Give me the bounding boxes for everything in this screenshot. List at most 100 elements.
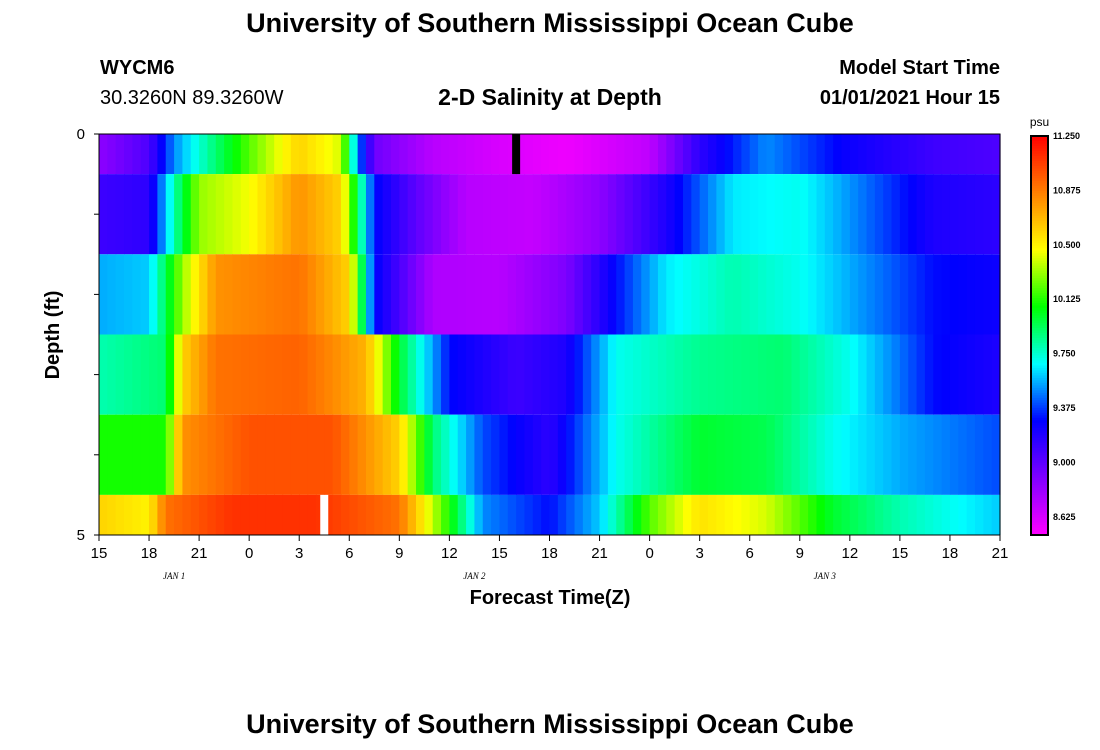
heatmap-cell [991, 494, 1001, 535]
heatmap-cell [924, 134, 934, 175]
x-tick-label: 15 [892, 545, 909, 562]
heatmap-cell [374, 494, 384, 535]
colorbar-swatch [1031, 175, 1048, 179]
colorbar-swatch [1031, 285, 1048, 289]
colorbar-swatch [1031, 337, 1048, 342]
heatmap-cell [933, 174, 943, 255]
colorbar-swatch [1031, 362, 1048, 367]
heatmap-cell [833, 174, 843, 255]
heatmap-cell [941, 254, 951, 335]
heatmap-cell [290, 334, 300, 415]
colorbar-swatch [1031, 203, 1048, 207]
heatmap-cell [733, 134, 742, 175]
x-tick-label: 15 [491, 545, 508, 562]
heatmap-cell [641, 254, 651, 335]
heatmap-cell [441, 254, 450, 335]
heatmap-cell [649, 414, 659, 495]
heatmap-cell [149, 174, 158, 255]
x-tick-label: 3 [295, 545, 303, 562]
heatmap-cell [724, 134, 734, 175]
colorbar-swatch [1031, 405, 1048, 409]
heatmap-cell [107, 254, 117, 335]
heatmap-cell [240, 254, 250, 335]
colorbar-swatch [1031, 145, 1048, 150]
colorbar-swatch [1031, 323, 1048, 327]
colorbar-tick-label: 9.750 [1053, 349, 1076, 359]
heatmap-cell [783, 254, 793, 335]
heatmap-cell [833, 334, 843, 415]
heatmap-cell [249, 334, 259, 415]
heatmap-cell [524, 334, 534, 415]
heatmap-cell [507, 334, 517, 415]
heatmap-cell [791, 414, 801, 495]
colorbar-swatch [1031, 258, 1048, 262]
heatmap-cell [157, 254, 167, 335]
heatmap-cell [457, 334, 467, 415]
heatmap-cell [390, 134, 400, 175]
colorbar-swatch [1031, 357, 1048, 362]
heatmap-cell [115, 414, 125, 495]
heatmap-cell [699, 414, 709, 495]
heatmap-cell [457, 494, 467, 535]
heatmap-cell [766, 494, 776, 535]
heatmap-cell [457, 254, 467, 335]
heatmap-cell [766, 414, 776, 495]
x-tick-label: 3 [695, 545, 703, 562]
colorbar-swatch [1031, 205, 1048, 209]
colorbar-swatch [1031, 140, 1048, 145]
heatmap-cell [165, 494, 175, 535]
heatmap-cell [449, 334, 459, 415]
heatmap-cell [766, 334, 776, 415]
colorbar-swatch [1031, 168, 1048, 172]
heatmap-cell [199, 134, 209, 175]
heatmap-cell [774, 254, 784, 335]
heatmap-cell [424, 414, 434, 495]
colorbar-tick-label: 11.250 [1053, 131, 1080, 141]
colorbar-swatch [1031, 345, 1048, 349]
heatmap-cell [274, 334, 284, 415]
colorbar-swatch [1031, 190, 1048, 194]
heatmap-cell [491, 494, 501, 535]
heatmap-cell [557, 174, 567, 255]
heatmap-cell [866, 174, 876, 255]
heatmap-cell [783, 414, 793, 495]
heatmap-cell [399, 414, 409, 495]
heatmap-cell [774, 174, 784, 255]
heatmap-cell [507, 414, 517, 495]
colorbar-swatch [1031, 160, 1048, 165]
heatmap-cell [491, 134, 501, 175]
colorbar-swatch [1031, 275, 1048, 279]
heatmap-cell [891, 494, 901, 535]
heatmap-cell [599, 254, 609, 335]
heatmap-cell [808, 254, 818, 335]
heatmap-cell [374, 134, 384, 175]
heatmap-cell [107, 494, 117, 535]
x-tick-label: 15 [91, 545, 108, 562]
heatmap-cell [307, 174, 317, 255]
heatmap-cell [349, 254, 359, 335]
heatmap-cell [140, 174, 150, 255]
x-tick-label: 18 [942, 545, 959, 562]
colorbar-swatch [1031, 377, 1048, 381]
heatmap-cell [482, 334, 492, 415]
heatmap-cell [758, 494, 768, 535]
heatmap-cell [691, 134, 701, 175]
y-axis-label: Depth (ft) [42, 291, 64, 380]
heatmap-cell [324, 414, 334, 495]
colorbar-swatch [1031, 527, 1048, 531]
heatmap-cell [966, 134, 976, 175]
heatmap-cell [249, 494, 259, 535]
heatmap-cell [307, 414, 317, 495]
heatmap-cell [524, 494, 534, 535]
heatmap-cell [532, 334, 542, 415]
heatmap-cell [299, 414, 309, 495]
heatmap-cell [607, 134, 617, 175]
heatmap-cell [758, 334, 768, 415]
heatmap-cell [733, 174, 742, 255]
colorbar-swatch [1031, 472, 1048, 476]
heatmap-cell [958, 254, 968, 335]
x-tick-label: 18 [141, 545, 158, 562]
heatmap-cell [974, 494, 984, 535]
heatmap-cell [858, 134, 868, 175]
heatmap-cell [691, 334, 701, 415]
